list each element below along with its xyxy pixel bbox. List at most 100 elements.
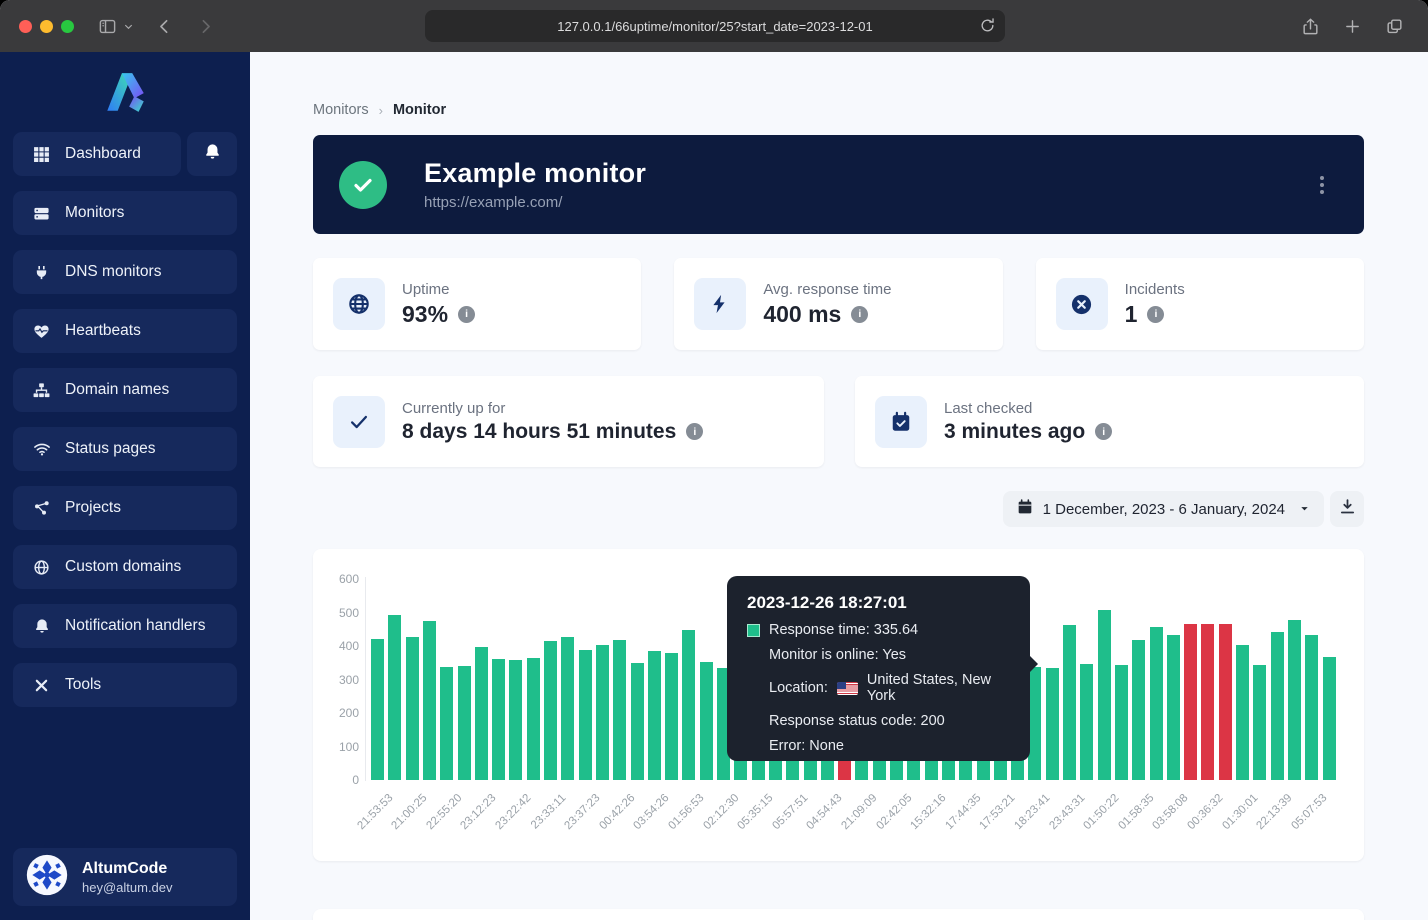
sidebar-toggle-icon[interactable] (98, 17, 117, 36)
chart-bar[interactable] (682, 630, 695, 780)
tools-icon (32, 678, 51, 693)
bolt-icon (694, 278, 746, 330)
chart-bar[interactable] (1132, 640, 1145, 780)
chart-bar[interactable] (631, 663, 644, 780)
x-tick-label: 21:09:09 (839, 792, 879, 832)
share-icon[interactable] (1301, 17, 1320, 36)
stat-value: 1 (1125, 301, 1138, 328)
heart-pulse-icon (32, 323, 51, 340)
reload-icon[interactable] (979, 17, 996, 34)
chart-bar[interactable] (1271, 632, 1284, 780)
breadcrumb-monitors[interactable]: Monitors (313, 102, 369, 118)
chart-bar[interactable] (1236, 645, 1249, 780)
monitor-title: Example monitor (424, 158, 646, 189)
stat-label: Currently up for (402, 400, 703, 417)
new-tab-icon[interactable] (1344, 18, 1361, 35)
sidebar-item-heartbeats[interactable]: Heartbeats (13, 309, 237, 353)
chart-bar[interactable] (1080, 664, 1093, 780)
chart-bar[interactable] (700, 662, 713, 780)
sidebar-item-monitors[interactable]: Monitors (13, 191, 237, 235)
chart-bar[interactable] (1219, 624, 1232, 780)
kebab-menu-icon[interactable] (1316, 172, 1328, 198)
sidebar-item-label: Tools (65, 676, 101, 694)
info-icon[interactable]: i (1095, 423, 1112, 440)
zoom-icon[interactable] (61, 20, 74, 33)
chevron-down-icon[interactable] (123, 21, 134, 32)
info-icon[interactable]: i (686, 423, 703, 440)
stat-label: Uptime (402, 281, 475, 298)
chart-bar[interactable] (509, 660, 522, 780)
sidebar-item-status-pages[interactable]: Status pages (13, 427, 237, 471)
minimize-icon[interactable] (40, 20, 53, 33)
chart-bar[interactable] (440, 667, 453, 780)
chart-bar[interactable] (1098, 610, 1111, 780)
calendar-icon (1017, 499, 1033, 519)
chart-bar[interactable] (475, 647, 488, 780)
y-tick-label: 500 (319, 606, 359, 620)
sidebar-item-projects[interactable]: Projects (13, 486, 237, 530)
chart-bar[interactable] (388, 615, 401, 780)
chart-bar[interactable] (544, 641, 557, 780)
info-icon[interactable]: i (851, 306, 868, 323)
chart-bar[interactable] (1201, 624, 1214, 780)
info-icon[interactable]: i (458, 306, 475, 323)
chart-bar[interactable] (423, 621, 436, 780)
chart-bar[interactable] (579, 650, 592, 780)
chart-bar[interactable] (1167, 635, 1180, 780)
main-content: Monitors › Monitor Example monitor https… (250, 52, 1428, 920)
sidebar-item-dashboard[interactable]: Dashboard (13, 132, 181, 176)
x-tick-label: 17:53:21 (978, 792, 1018, 832)
sidebar-item-domain-names[interactable]: Domain names (13, 368, 237, 412)
chart-bar[interactable] (1253, 665, 1266, 780)
chart-bar[interactable] (1323, 657, 1336, 780)
chart-bar[interactable] (648, 651, 661, 780)
chart-bar[interactable] (1063, 625, 1076, 780)
chart-bar[interactable] (492, 659, 505, 780)
chart-bar[interactable] (1288, 620, 1301, 780)
download-button[interactable] (1330, 491, 1364, 527)
chart-bar[interactable] (406, 637, 419, 780)
chart-bar[interactable] (371, 639, 384, 780)
stat-value: 3 minutes ago (944, 420, 1085, 444)
date-range-picker[interactable]: 1 December, 2023 - 6 January, 2024 (1003, 491, 1324, 527)
notifications-bell-button[interactable] (187, 132, 237, 176)
x-tick-label: 05:07:53 (1289, 792, 1329, 832)
sidebar-item-notification-handlers[interactable]: Notification handlers (13, 604, 237, 648)
tab-overview-icon[interactable] (1385, 17, 1404, 36)
back-icon[interactable] (156, 18, 173, 35)
close-icon[interactable] (19, 20, 32, 33)
sidebar-item-custom-domains[interactable]: Custom domains (13, 545, 237, 589)
chart-bar[interactable] (1305, 635, 1318, 780)
sidebar-item-tools[interactable]: Tools (13, 663, 237, 707)
chart-bar[interactable] (1150, 627, 1163, 780)
download-icon (1339, 498, 1356, 520)
account-card[interactable]: AltumCode hey@altum.dev (13, 848, 237, 906)
bell-icon (204, 143, 221, 165)
altumcode-logo[interactable] (0, 52, 250, 132)
breadcrumb-current: Monitor (393, 102, 446, 118)
chart-bar[interactable] (1046, 668, 1059, 780)
chart-bar[interactable] (596, 645, 609, 780)
sidebar-item-dns-monitors[interactable]: DNS monitors (13, 250, 237, 294)
x-tick-label: 21:00:25 (389, 792, 429, 832)
address-bar[interactable]: 127.0.0.1/66uptime/monitor/25?start_date… (425, 10, 1005, 42)
x-tick-label: 05:57:51 (770, 792, 810, 832)
info-icon[interactable]: i (1147, 306, 1164, 323)
chart-tooltip: 2023-12-26 18:27:01 Response time: 335.6… (727, 576, 1030, 761)
chart-bar[interactable] (458, 666, 471, 780)
chart-bar[interactable] (561, 637, 574, 780)
stat-label: Avg. response time (763, 281, 891, 298)
x-tick-label: 03:54:26 (632, 792, 672, 832)
chart-bar[interactable] (665, 653, 678, 780)
x-tick-label: 00:36:32 (1185, 792, 1225, 832)
chart-bar[interactable] (527, 658, 540, 780)
chart-bar[interactable] (1115, 665, 1128, 780)
chart-bar[interactable] (1028, 667, 1041, 780)
last-checked-card: Last checked 3 minutes agoi (855, 376, 1364, 467)
forward-icon[interactable] (197, 18, 214, 35)
chart-bar[interactable] (1184, 624, 1197, 780)
x-tick-label: 18:23:41 (1012, 792, 1052, 832)
stat-value: 400 ms (763, 301, 841, 328)
browser-toolbar: 127.0.0.1/66uptime/monitor/25?start_date… (0, 0, 1428, 52)
chart-bar[interactable] (613, 640, 626, 780)
